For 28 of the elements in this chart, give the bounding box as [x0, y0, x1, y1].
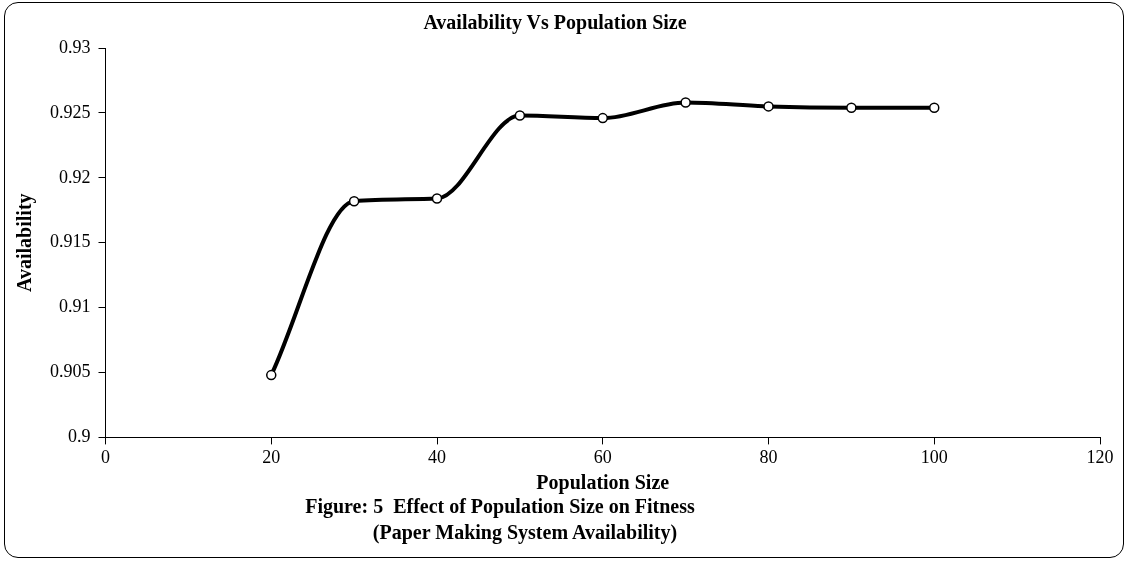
x-tick-label: 120: [1086, 446, 1114, 467]
x-tick-label: 0: [101, 446, 110, 467]
point: [266, 369, 277, 381]
x-axis-title: Population Size: [536, 471, 670, 495]
x-tick-label: 80: [759, 446, 778, 467]
point: [597, 112, 608, 124]
point: [514, 110, 526, 121]
point: [680, 97, 691, 108]
y-tick-label: 0.91: [59, 296, 91, 317]
y-axis-title: Availability: [13, 193, 37, 292]
y-tick-label: 0.925: [50, 101, 91, 122]
y-tick-label: 0.9: [68, 426, 91, 447]
point: [846, 102, 857, 113]
text: (Paper Making System Availability): [371, 521, 679, 544]
point: [929, 102, 940, 113]
x-tick-label: 100: [920, 446, 948, 467]
y-tick-label: 0.905: [50, 361, 91, 382]
y-tick-label: 0.915: [50, 231, 91, 252]
y-tick-label: 0.92: [59, 166, 91, 187]
x-tick-label: 60: [593, 446, 612, 467]
x-tick-label: 20: [262, 446, 281, 467]
text: Figure: 5 Effect of Population Size on Fitness: [304, 495, 696, 518]
point: [348, 195, 360, 207]
y-tick-label: 0.93: [59, 36, 91, 57]
point: [431, 193, 443, 204]
chart-title: Availability Vs Population Size: [423, 11, 687, 35]
x-tick-label: 40: [428, 446, 446, 467]
point: [763, 101, 774, 112]
